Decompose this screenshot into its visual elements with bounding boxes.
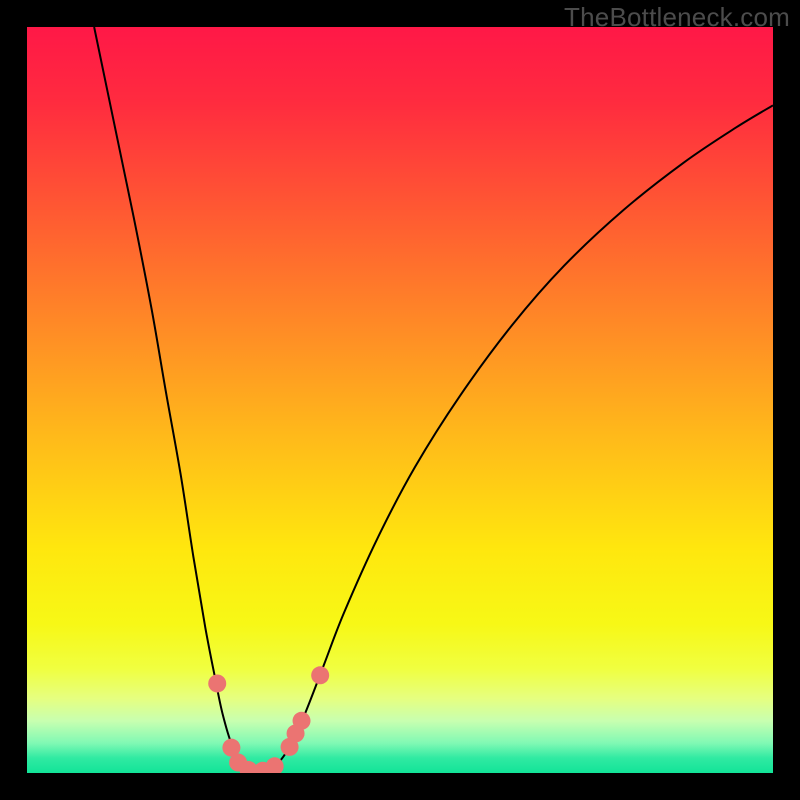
curve-layer [27,27,773,773]
plot-area [27,27,773,773]
watermark: TheBottleneck.com [564,2,790,33]
marker-dot [293,712,311,730]
chart-canvas: TheBottleneck.com [0,0,800,800]
marker-dot [311,666,329,684]
v-curve [94,27,773,772]
marker-dot [208,674,226,692]
markers-group [208,666,329,773]
